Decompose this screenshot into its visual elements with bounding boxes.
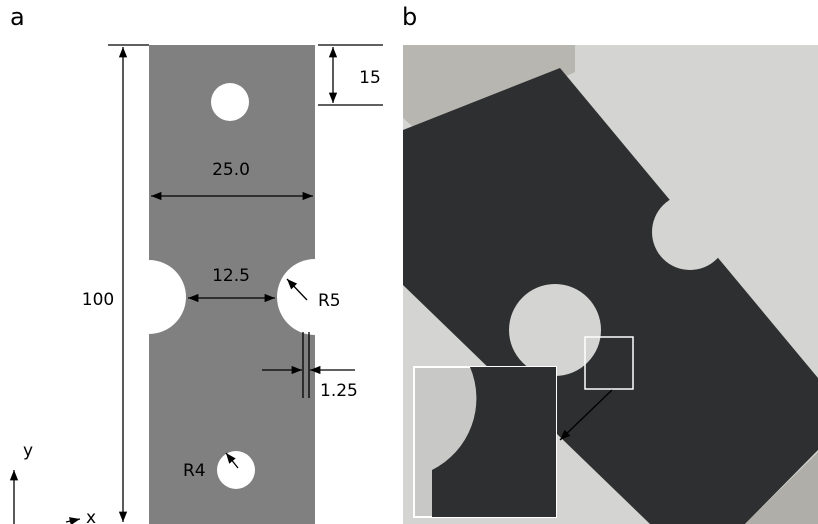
photo bbox=[403, 45, 818, 524]
axis-label: x bbox=[86, 508, 96, 524]
figure: a 15 25.0 12.5 100 R5 1.25 R4 y x b bbox=[0, 0, 818, 524]
dimension-label: 100 bbox=[82, 290, 114, 310]
panel-label: b bbox=[402, 3, 417, 31]
dimension-label: 12.5 bbox=[212, 266, 250, 286]
dimension-label: R5 bbox=[318, 291, 341, 311]
axis-label: y bbox=[23, 441, 33, 461]
dimension-label: 1.25 bbox=[320, 381, 358, 401]
dimension-label: 15 bbox=[359, 68, 381, 88]
panel-label: a bbox=[10, 3, 25, 31]
dimension-label: 25.0 bbox=[212, 160, 250, 180]
dimension-label: R4 bbox=[183, 461, 206, 481]
